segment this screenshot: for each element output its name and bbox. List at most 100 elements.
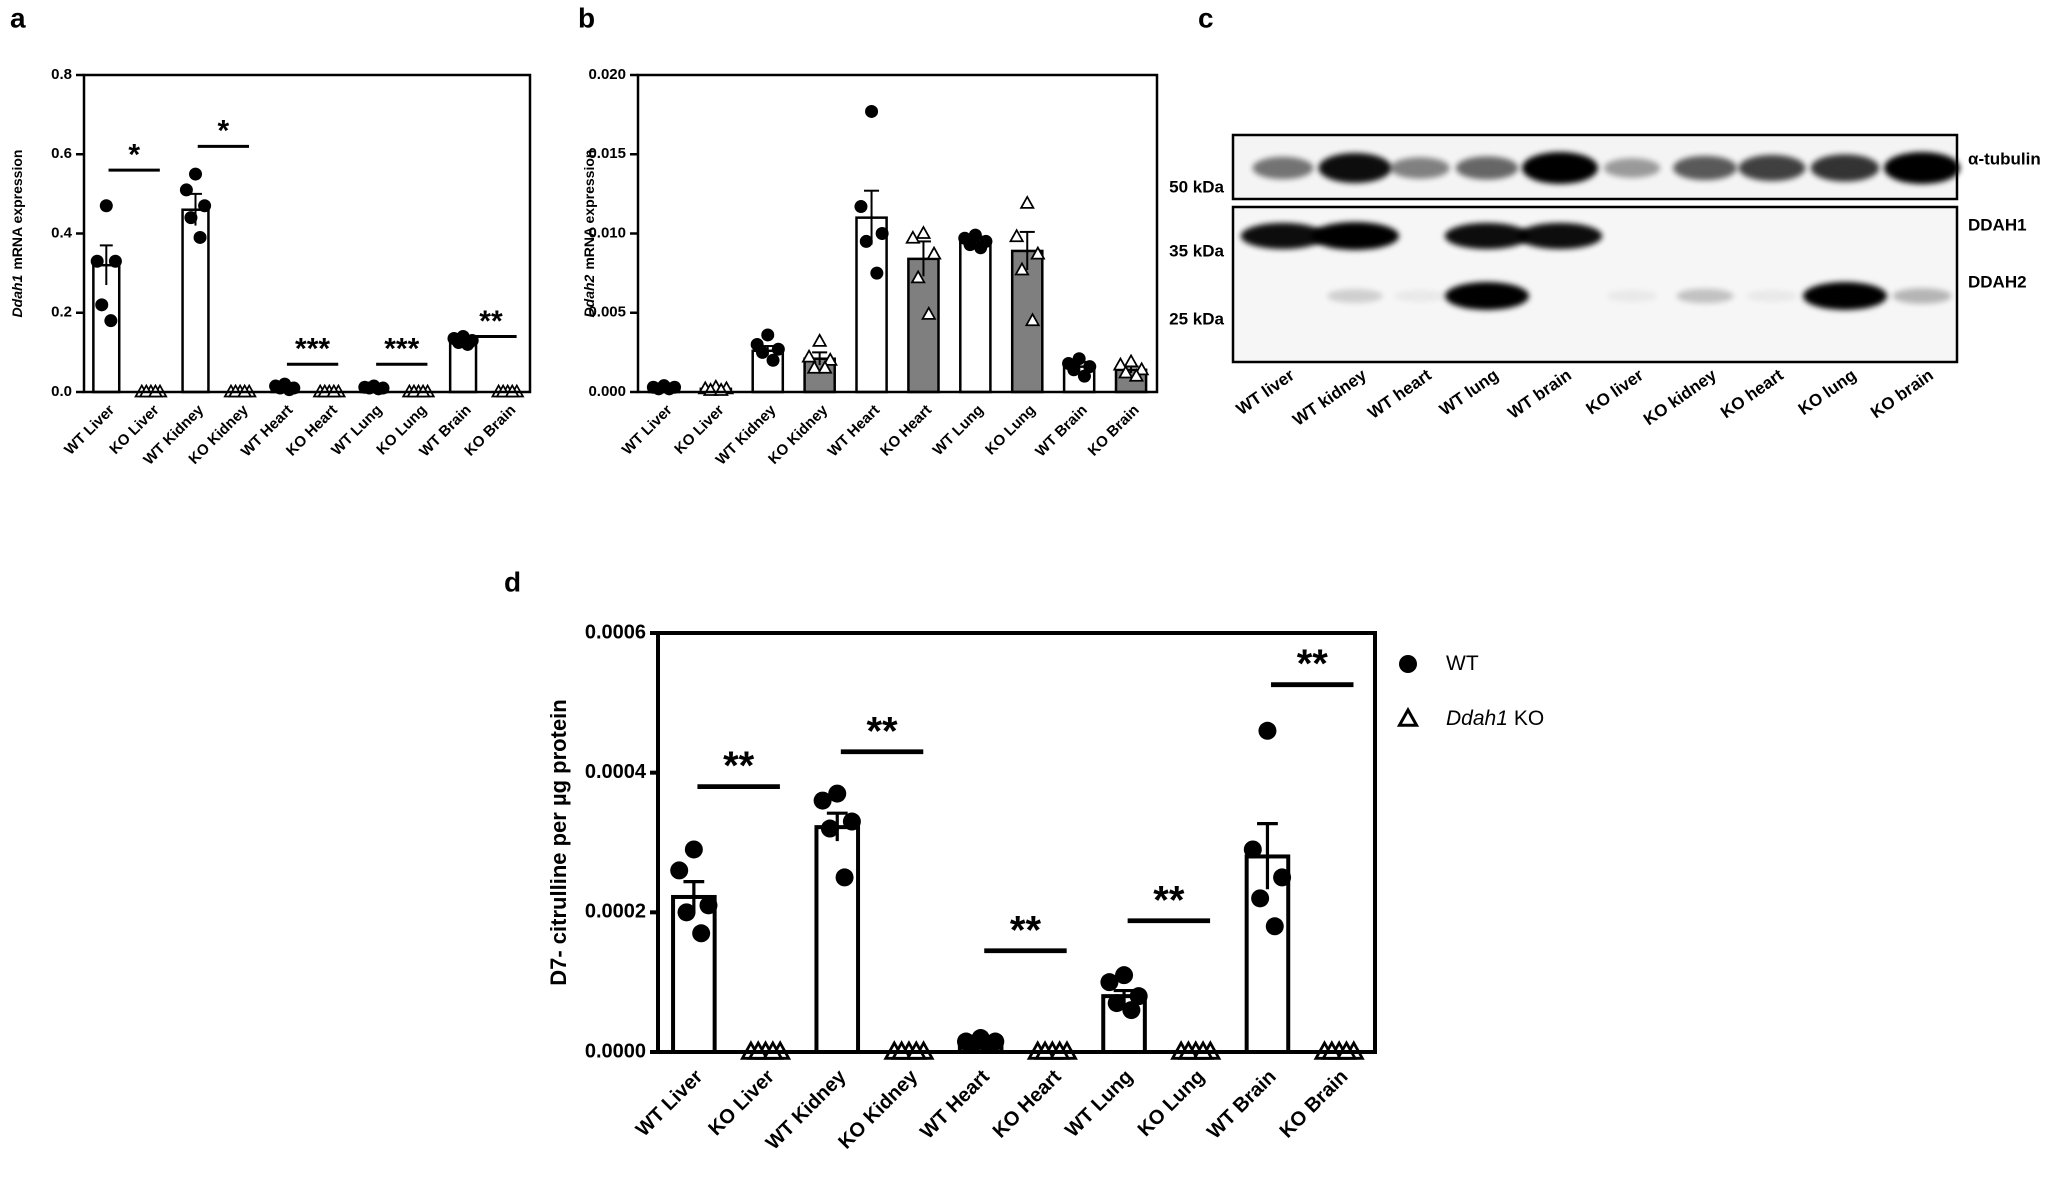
data-point	[964, 1034, 983, 1053]
data-point	[104, 314, 118, 328]
lane-label: WT heart	[1364, 365, 1435, 422]
plot-frame	[636, 73, 1159, 394]
data-point	[801, 348, 817, 363]
y-tick-label: 0.0006	[585, 621, 646, 643]
legend-label: Ddah1 KO	[1446, 707, 1544, 730]
data-point	[1133, 361, 1150, 376]
blot-band	[1522, 152, 1598, 184]
data-point	[978, 1036, 997, 1055]
data-point	[1014, 261, 1030, 276]
significance-label: *	[218, 115, 230, 148]
y-tick-label: 0.2	[51, 304, 72, 321]
lane-label: WT kidney	[1289, 365, 1370, 430]
x-tick-label: KO Heart	[877, 402, 935, 460]
significance-label: **	[723, 744, 755, 788]
size-marker: 25 kDa	[1169, 309, 1224, 328]
y-axis-label: Ddah2 mRNA expression	[581, 150, 597, 318]
x-tick-label: WT Heart	[916, 1065, 994, 1143]
blot-band	[1673, 155, 1737, 181]
data-point	[184, 211, 198, 225]
bar	[1244, 854, 1291, 1055]
x-tick-label: KO Lung	[1134, 1066, 1209, 1141]
lane-label: WT lung	[1436, 365, 1502, 419]
x-tick-label: KO Brain	[1276, 1066, 1353, 1143]
data-point	[968, 228, 982, 242]
data-point	[822, 352, 838, 366]
lane-label: KO liver	[1583, 365, 1648, 418]
significance-label: **	[866, 709, 898, 753]
y-axis-label-text: mRNA expression	[581, 150, 597, 270]
data-point	[371, 382, 385, 396]
data-point	[811, 332, 828, 347]
legend-label: WT	[1446, 652, 1479, 675]
data-point	[1030, 245, 1046, 260]
data-point	[692, 924, 711, 943]
data-point	[820, 819, 839, 838]
blot-band	[1745, 289, 1799, 303]
data-point	[198, 199, 212, 213]
blot-band	[1603, 158, 1661, 178]
data-point	[771, 342, 785, 356]
data-point	[1083, 360, 1097, 374]
data-point	[1019, 195, 1035, 209]
data-point	[761, 328, 775, 342]
data-point	[854, 200, 868, 214]
blot-band	[1445, 282, 1529, 310]
data-point	[910, 269, 926, 284]
y-tick-label: 0.0000	[585, 1040, 646, 1062]
x-tick-label: KO Heart	[989, 1065, 1066, 1142]
data-point	[835, 868, 854, 887]
panel-letter: c	[1198, 2, 1214, 33]
legend-label-italic: Ddah1	[1446, 707, 1508, 730]
y-axis-label-italic: Ddah1	[9, 274, 25, 317]
data-point	[461, 337, 475, 351]
x-tick-label: WT Lung	[1061, 1066, 1137, 1142]
y-tick-label: 0.0	[51, 383, 72, 400]
data-point	[193, 230, 207, 244]
data-point	[859, 234, 873, 248]
significance-label: *	[128, 139, 140, 172]
data-point	[828, 784, 847, 803]
data-point	[1100, 973, 1119, 992]
bar	[855, 216, 888, 394]
lane-label: KO heart	[1717, 365, 1787, 422]
data-point	[90, 254, 104, 268]
blot-band	[1444, 222, 1530, 250]
data-point	[1115, 966, 1134, 985]
panel-letter: a	[10, 2, 26, 33]
blot-band	[1240, 222, 1326, 250]
significance-label: **	[1010, 908, 1042, 952]
data-point	[870, 266, 884, 280]
blot-band	[1318, 152, 1392, 184]
x-tick-label: KO Lung	[982, 402, 1039, 459]
data-point	[842, 812, 861, 831]
significance-label: ***	[384, 333, 419, 366]
blot-band	[1327, 289, 1383, 303]
blot-band	[1517, 222, 1603, 250]
y-tick-label: 0.6	[51, 145, 72, 162]
data-point	[1265, 917, 1284, 936]
x-tick-label: KO Brain	[1085, 402, 1143, 460]
blot-band	[1892, 288, 1952, 304]
data-point	[806, 359, 823, 374]
data-point	[1024, 312, 1041, 327]
data-point	[699, 896, 718, 915]
data-point	[1118, 364, 1134, 379]
bar	[671, 894, 717, 1054]
data-point	[108, 254, 122, 268]
y-tick-label: 0.0004	[585, 761, 647, 783]
data-point	[1072, 352, 1086, 366]
data-point	[921, 306, 937, 320]
data-point	[677, 903, 696, 922]
x-tick-label: WT Liver	[632, 1066, 707, 1141]
data-point	[926, 245, 942, 260]
band-label: DDAH1	[1968, 215, 2027, 234]
data-point	[1107, 994, 1126, 1013]
data-point	[1243, 840, 1262, 859]
data-point	[817, 359, 833, 374]
legend-marker	[1399, 655, 1417, 673]
x-tick-label: WT Brain	[1032, 402, 1091, 461]
data-point	[1258, 721, 1277, 740]
data-point	[1112, 356, 1129, 371]
